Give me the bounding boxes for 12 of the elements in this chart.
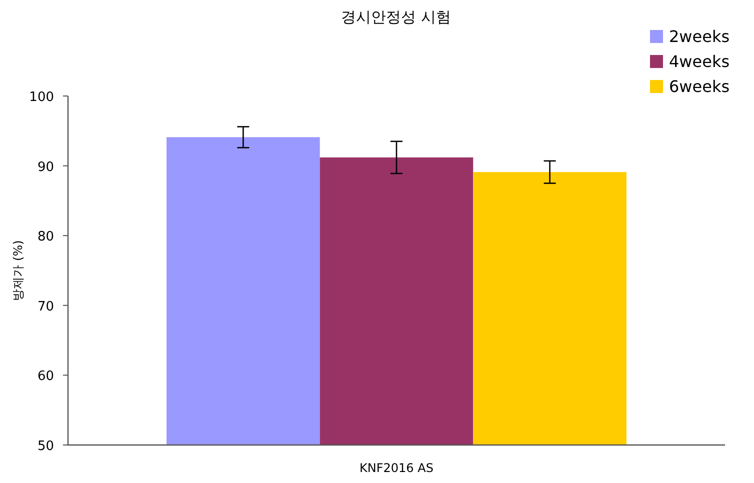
legend-label: 2weeks: [669, 27, 730, 46]
x-tick-label: KNF2016 AS: [360, 461, 434, 475]
y-tick-label: 70: [37, 299, 54, 314]
y-tick-label: 50: [37, 439, 54, 454]
legend-label: 6weeks: [669, 77, 730, 96]
chart-title: 경시안정성 시험: [341, 8, 451, 26]
y-axis-title: 방제가 (%): [11, 240, 25, 301]
legend-label: 4weeks: [669, 52, 730, 71]
y-tick-label: 80: [37, 230, 54, 245]
y-tick-label: 100: [29, 90, 54, 105]
y-tick-label: 90: [37, 160, 54, 175]
y-tick-label: 60: [37, 369, 54, 384]
